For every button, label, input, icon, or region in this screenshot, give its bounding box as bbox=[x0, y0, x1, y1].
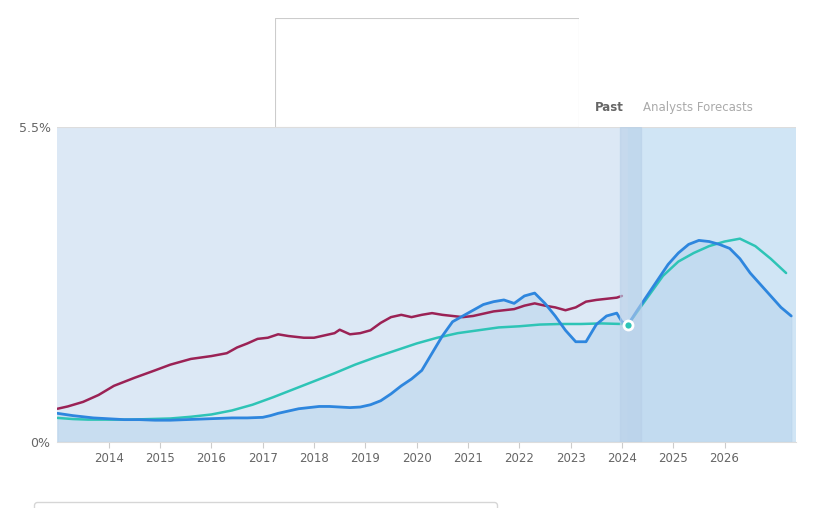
Legend: Dividend Yield, Dividend Per Share, Earnings Per Share: Dividend Yield, Dividend Per Share, Earn… bbox=[34, 502, 497, 508]
Text: Earnings Per Share: Earnings Per Share bbox=[291, 114, 402, 127]
Text: No data: No data bbox=[427, 114, 473, 127]
Text: /yr: /yr bbox=[475, 88, 495, 101]
Text: /yr: /yr bbox=[450, 59, 470, 72]
Text: Dividend Per Share: Dividend Per Share bbox=[291, 88, 403, 101]
Text: HK$0.891: HK$0.891 bbox=[427, 88, 492, 101]
Text: Dividend Yield: Dividend Yield bbox=[291, 59, 375, 72]
Text: Past: Past bbox=[595, 102, 624, 114]
Bar bbox=[628, 127, 796, 442]
Text: 4.0%: 4.0% bbox=[427, 59, 460, 72]
Text: Feb 22 2024: Feb 22 2024 bbox=[291, 31, 377, 44]
Text: Analysts Forecasts: Analysts Forecasts bbox=[644, 102, 754, 114]
Bar bbox=[621, 127, 641, 442]
Bar bbox=[57, 127, 628, 442]
